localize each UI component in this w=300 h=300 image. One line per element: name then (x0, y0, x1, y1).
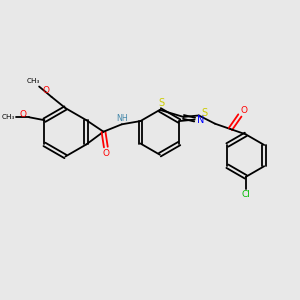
Text: NH: NH (116, 114, 128, 123)
Text: O: O (43, 86, 50, 95)
Text: CH₃: CH₃ (26, 78, 40, 84)
Text: O: O (241, 106, 248, 115)
Text: S: S (158, 98, 164, 108)
Text: N: N (197, 115, 205, 124)
Text: O: O (20, 110, 27, 119)
Text: O: O (103, 149, 110, 158)
Text: S: S (201, 107, 208, 118)
Text: CH₃: CH₃ (2, 114, 15, 120)
Text: Cl: Cl (241, 190, 250, 199)
